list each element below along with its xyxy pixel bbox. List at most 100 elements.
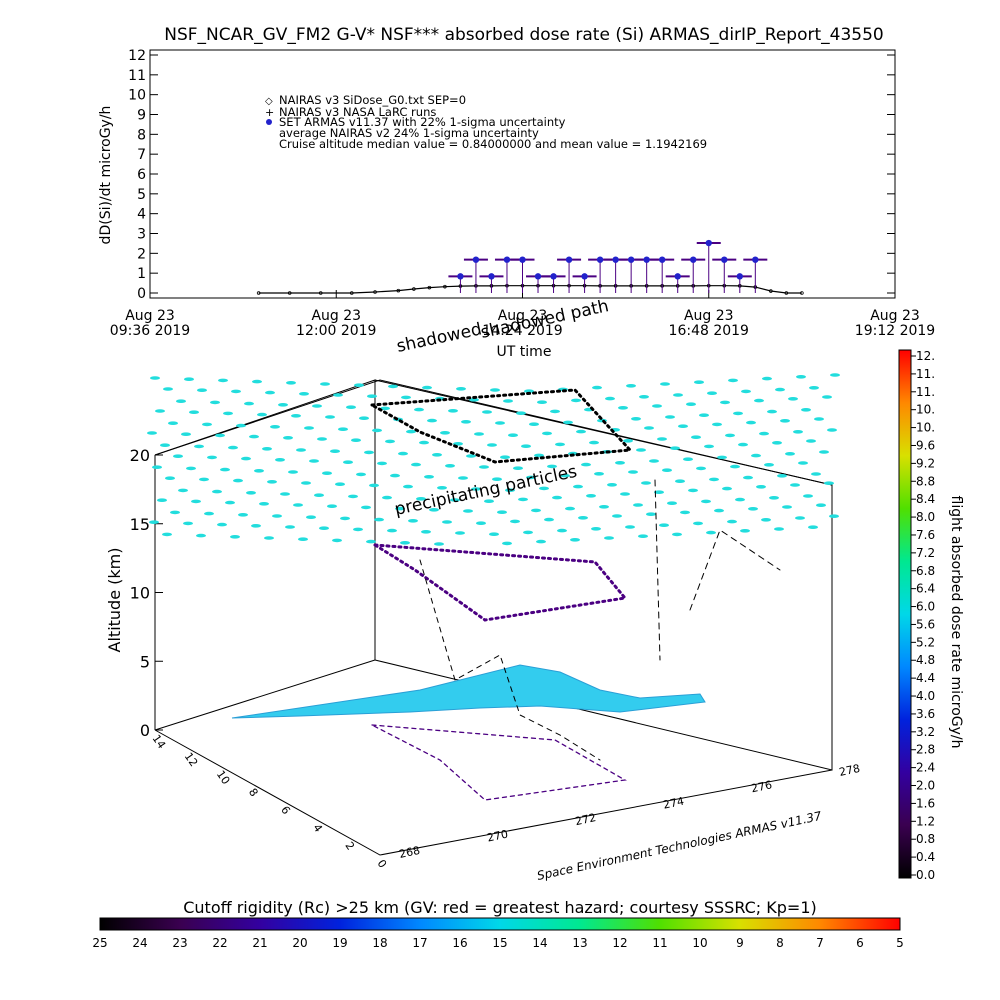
y-tick-label: 11 [128, 68, 146, 84]
particle-mark [780, 419, 790, 423]
particle-mark [322, 471, 332, 476]
flight-path-mid-loop [374, 543, 628, 622]
particle-mark [492, 477, 502, 482]
particle-mark [814, 417, 824, 421]
particle-mark [354, 383, 364, 388]
right-colorbar-tick-label: 6.0 [916, 600, 935, 614]
longitude-tick-label: 270 [486, 827, 509, 844]
nairas-sidose-series [256, 283, 804, 295]
particle-mark [516, 411, 526, 416]
particle-mark [555, 442, 565, 447]
particle-mark [476, 521, 486, 525]
bottom-colorbar-tick-label: 10 [692, 936, 707, 950]
particle-mark [225, 500, 235, 505]
particle-mark [798, 461, 808, 465]
particle-mark [421, 530, 431, 534]
particle-mark [427, 418, 437, 423]
particle-mark [215, 433, 225, 438]
particle-mark [317, 437, 327, 441]
nairas-point [287, 291, 292, 295]
particle-mark [769, 496, 779, 500]
particle-mark [147, 431, 157, 435]
armas-point [503, 256, 511, 263]
particle-mark [536, 539, 546, 544]
longitude-tick-label: 268 [398, 844, 421, 861]
nairas-point [373, 290, 377, 294]
particle-mark [714, 508, 724, 513]
particle-mark [772, 441, 782, 445]
particle-mark [395, 506, 405, 511]
particle-mark [149, 520, 159, 524]
particle-mark [257, 412, 267, 417]
altitude-axis-label: Altitude (km) [105, 548, 124, 653]
particle-mark [591, 527, 601, 531]
bottom-colorbar-tick-label: 22 [212, 936, 227, 950]
particle-mark [403, 484, 413, 489]
particle-mark [212, 489, 222, 494]
particle-mark [573, 484, 583, 489]
particle-mark [633, 503, 643, 507]
particle-mark [367, 394, 377, 399]
particle-mark [733, 411, 743, 416]
particle-mark [500, 455, 510, 460]
particle-mark [374, 517, 384, 522]
particle-mark [351, 438, 361, 443]
particle-mark [484, 499, 494, 504]
particle-mark [576, 429, 586, 434]
particle-mark [727, 519, 737, 524]
altitude-ticks: 0 5 10 15 20 [130, 446, 163, 740]
particle-mark [524, 389, 534, 394]
particle-mark [210, 400, 220, 405]
altitude-tick-label: 0 [140, 721, 150, 740]
altitude-tick-label: 20 [130, 446, 150, 465]
y-tick-label: 4 [137, 207, 146, 223]
particle-mark [829, 514, 839, 518]
particle-mark [388, 384, 398, 389]
right-colorbar-tick-label: 5.6 [916, 617, 935, 631]
particle-mark [325, 415, 335, 419]
particle-mark [816, 503, 826, 508]
particle-mark [246, 491, 256, 495]
right-colorbar-tick-label: 6.4 [916, 582, 935, 596]
particle-mark [560, 473, 570, 478]
particle-mark [333, 393, 343, 397]
particle-mark [725, 433, 735, 438]
particle-mark [641, 481, 651, 485]
particle-mark [709, 477, 719, 482]
particle-mark [489, 532, 499, 536]
nairas-point [784, 291, 789, 295]
armas-point [565, 256, 573, 263]
particle-mark [366, 539, 376, 544]
particle-mark [264, 536, 274, 540]
particle-mark [288, 470, 298, 474]
depth-tick-label: 6 [278, 804, 293, 817]
y-tick-label: 2 [137, 246, 146, 262]
particle-mark [696, 466, 706, 471]
particle-mark [688, 488, 698, 493]
particle-mark [434, 542, 444, 546]
particle-mark [513, 466, 523, 471]
particle-mark [672, 532, 682, 537]
right-colorbar-tick-label: 8.8 [916, 474, 935, 488]
particle-mark [204, 511, 214, 516]
nairas-point [318, 291, 323, 295]
particle-mark [544, 517, 554, 522]
particle-mark [552, 495, 562, 500]
particle-mark [437, 486, 447, 490]
nairas-line [258, 285, 802, 294]
particle-mark [343, 460, 353, 465]
particle-mark [618, 406, 628, 410]
right-colorbar-tick-label: 4.4 [916, 671, 935, 685]
particle-mark [252, 379, 262, 384]
right-colorbar-tick-label: 7.2 [916, 546, 935, 560]
particle-mark [657, 437, 667, 441]
box-3d [154, 379, 833, 856]
legend-marker-dot [266, 119, 272, 125]
particle-mark [157, 498, 167, 503]
box-top-edge [154, 379, 833, 486]
bottom-colorbar-tick-label: 11 [652, 936, 667, 950]
depth-tick-label: 8 [246, 786, 261, 799]
bottom-colorbar-tick-label: 5 [896, 936, 904, 950]
particle-mark [809, 386, 819, 390]
